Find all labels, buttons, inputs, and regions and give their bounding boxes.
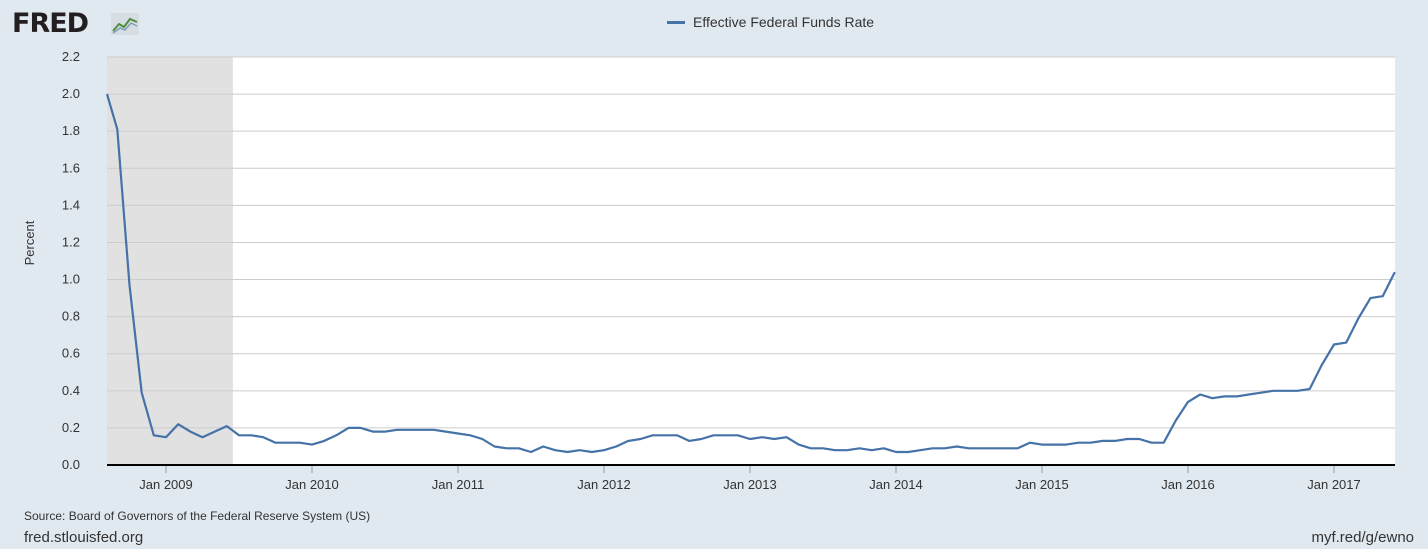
y-tick-label: 0.2 <box>62 420 80 435</box>
series-layer <box>105 93 1396 454</box>
y-tick-label: 1.6 <box>62 160 80 175</box>
short-url-link[interactable]: myf.red/g/ewno <box>1311 529 1414 546</box>
recession-shading <box>107 57 233 465</box>
recession-shading-layer <box>107 57 233 465</box>
y-tick-label: 0.8 <box>62 309 80 324</box>
x-tick-label: Jan 2016 <box>1161 477 1215 492</box>
source-note: Source: Board of Governors of the Federa… <box>24 509 371 523</box>
y-tick-label: 1.0 <box>62 272 80 287</box>
legend-swatch <box>667 20 685 24</box>
site-link[interactable]: fred.stlouisfed.org <box>24 529 144 546</box>
y-axis-ticks: 0.0 0.2 0.4 0.6 0.8 1.0 1.2 1.4 1.6 1.8 2.0 2.2 <box>62 49 80 472</box>
y-axis-title: Percent <box>22 220 37 265</box>
x-tick-label: Jan 2013 <box>723 477 777 492</box>
plot-area <box>107 57 1395 465</box>
y-tick-label: 0.4 <box>62 383 80 398</box>
x-tick-label: Jan 2017 <box>1307 477 1361 492</box>
y-tick-label: 1.2 <box>62 234 80 249</box>
legend-label: Effective Federal Funds Rate <box>693 14 875 30</box>
gridlines <box>107 56 1395 429</box>
fred-chart-icon <box>111 13 139 35</box>
x-tick-label: Jan 2009 <box>139 477 193 492</box>
y-tick-label: 0.0 <box>62 457 80 472</box>
x-tick-label: Jan 2011 <box>432 477 485 492</box>
fred-logo[interactable]: FRED <box>12 8 89 39</box>
series-line-effective-federal-funds-rate <box>105 93 1396 454</box>
y-tick-label: 1.4 <box>62 197 80 212</box>
y-tick-label: 0.6 <box>62 346 80 361</box>
y-tick-label: 2.2 <box>62 49 80 64</box>
y-tick-label: 1.8 <box>62 123 80 138</box>
x-axis-ticks: Jan 2009 Jan 2010 Jan 2011 Jan 2012 Jan 2013… <box>139 465 1361 492</box>
x-tick-label: Jan 2015 <box>1015 477 1069 492</box>
x-tick-label: Jan 2012 <box>577 477 631 492</box>
legend[interactable]: Effective Federal Funds Rate <box>667 14 874 30</box>
x-tick-label: Jan 2014 <box>869 477 923 492</box>
x-tick-label: Jan 2010 <box>285 477 339 492</box>
y-tick-label: 2.0 <box>62 86 80 101</box>
